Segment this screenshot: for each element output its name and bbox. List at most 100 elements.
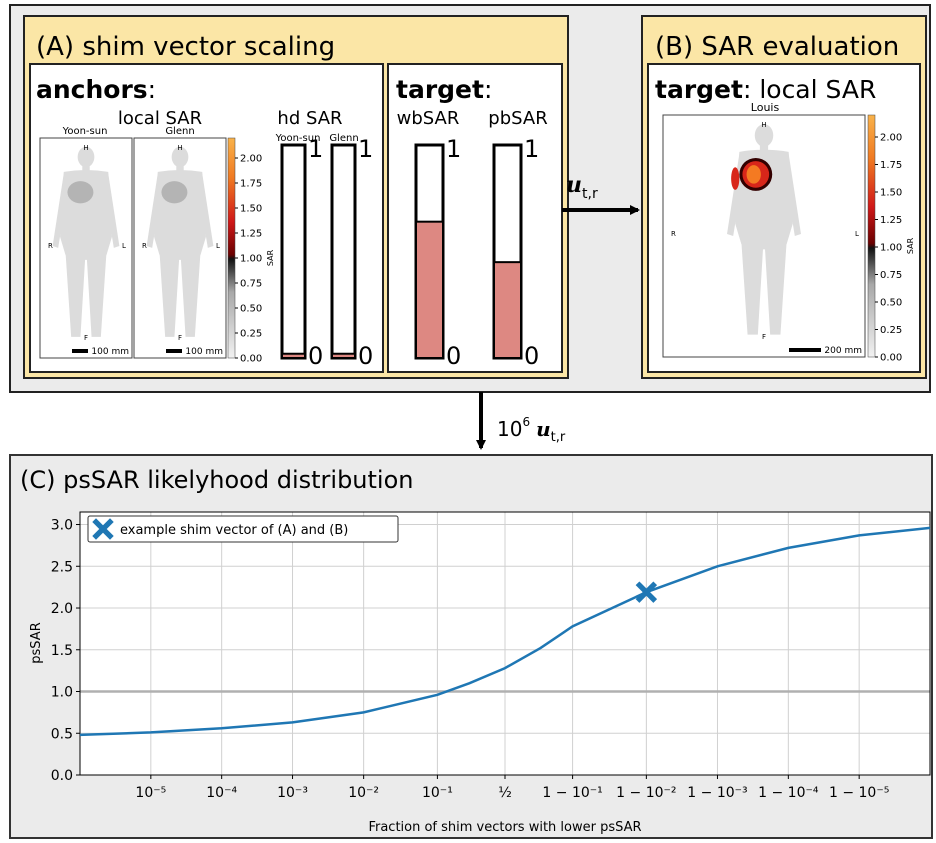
body-part xyxy=(198,173,214,248)
scale-bar xyxy=(789,348,821,352)
body-part xyxy=(731,167,740,190)
orient-right: R xyxy=(671,230,676,238)
x-tick-label: 1 − 10⁻⁵ xyxy=(829,785,889,801)
bar-tick-label: 0 xyxy=(524,342,539,370)
orient-right: R xyxy=(142,242,147,250)
scale-bar xyxy=(166,349,182,353)
subject-name: Yoon-sun xyxy=(62,126,108,137)
colorbar-tick-label: 1.00 xyxy=(880,243,902,254)
colorbar-tick-label: 0.50 xyxy=(880,298,902,309)
colorbar-tick-label: 0.50 xyxy=(240,304,262,315)
y-tick-label: 0.0 xyxy=(51,768,73,784)
colorbar-tick-label: 1.75 xyxy=(240,179,262,190)
orient-head: H xyxy=(177,144,182,152)
colorbar-tick-label: 0.00 xyxy=(880,353,902,364)
chart-title: (C) psSAR likelyhood distribution xyxy=(20,466,413,494)
orient-head: H xyxy=(761,121,766,129)
subject-name: Louis xyxy=(751,101,780,114)
body-part xyxy=(146,173,162,248)
body-silhouette xyxy=(727,124,801,335)
body-part xyxy=(171,146,189,168)
target-bar-name: wbSAR xyxy=(397,108,460,129)
panel-a-title: (A) shim vector scaling xyxy=(36,32,335,62)
target-heading: target: xyxy=(396,75,492,104)
bar-tick-label: 1 xyxy=(524,135,539,163)
orient-left: L xyxy=(122,242,126,250)
bar xyxy=(331,352,356,359)
body-part xyxy=(741,242,787,335)
panel-b-title: (B) SAR evaluation xyxy=(655,32,899,62)
colorbar-tick-label: 1.50 xyxy=(880,188,902,199)
orient-foot: F xyxy=(84,334,88,342)
colorbar xyxy=(227,137,236,359)
subject-name: Glenn xyxy=(165,126,194,137)
bar xyxy=(415,220,444,359)
body-silhouette xyxy=(52,146,120,337)
colorbar-tick-label: 1.25 xyxy=(880,215,902,226)
scale-label: 100 mm xyxy=(91,347,129,357)
x-tick-label: 10⁻⁴ xyxy=(206,785,237,801)
body-part xyxy=(784,153,801,237)
colorbar-tick-label: 1.00 xyxy=(240,254,262,265)
y-tick-label: 1.0 xyxy=(51,685,73,701)
bar-tick-label: 1 xyxy=(446,135,461,163)
colorbar-label: SAR xyxy=(906,237,915,254)
bar-tick-label: 0 xyxy=(446,342,461,370)
orient-left: L xyxy=(855,230,859,238)
scale-label: 200 mm xyxy=(824,346,862,356)
body-part xyxy=(77,146,95,168)
scale-bar xyxy=(72,349,88,353)
orient-left: L xyxy=(216,242,220,250)
y-tick-label: 2.5 xyxy=(51,559,73,575)
colorbar-tick-label: 0.75 xyxy=(240,279,262,290)
body-silhouette xyxy=(146,146,214,337)
bar-tick-label: 0 xyxy=(358,342,373,370)
x-tick-label: 1 − 10⁻³ xyxy=(687,785,747,801)
body-part xyxy=(759,143,769,152)
colorbar-tick-label: 0.75 xyxy=(880,270,902,281)
map-label: local SAR xyxy=(118,108,202,129)
x-tick-label: 1 − 10⁻⁴ xyxy=(758,785,819,801)
legend-label: example shim vector of (A) and (B) xyxy=(120,523,348,538)
x-tick-label: 10⁻⁵ xyxy=(135,785,166,801)
x-tick-label: 1 − 10⁻¹ xyxy=(542,785,602,801)
x-tick-label: 10⁻² xyxy=(348,785,379,801)
colorbar-tick-label: 1.50 xyxy=(240,204,262,215)
x-axis-label: Fraction of shim vectors with lower psSA… xyxy=(368,820,641,835)
plot-border xyxy=(79,511,931,776)
anchors-heading: anchors: xyxy=(36,75,156,104)
bar-tick-label: 0 xyxy=(308,342,323,370)
colorbar-tick-label: 1.75 xyxy=(880,160,902,171)
body-part xyxy=(746,165,761,184)
colorbar-tick-label: 0.00 xyxy=(240,354,262,365)
line-series xyxy=(79,526,931,737)
body-part xyxy=(104,173,120,248)
y-axis-label: psSAR xyxy=(29,622,44,663)
body-part xyxy=(67,181,94,204)
bar xyxy=(493,261,522,359)
colorbar xyxy=(867,114,876,358)
y-tick-label: 0.5 xyxy=(51,726,73,742)
arrow-down-label: 106 ut,r xyxy=(497,415,566,445)
body-part xyxy=(65,253,107,337)
x-tick-label: 10⁻³ xyxy=(277,785,308,801)
bar-frame xyxy=(330,143,357,360)
bar-tick-label: 1 xyxy=(308,135,323,163)
marker xyxy=(635,581,658,603)
hd-subject-name: Yoon-sun xyxy=(275,133,321,144)
panel-b-heading: target: local SAR xyxy=(655,75,876,104)
target-bar-name: pbSAR xyxy=(488,108,547,129)
body-part xyxy=(754,124,774,147)
x-tick-label: 10⁻¹ xyxy=(422,785,453,801)
colorbar-tick-label: 2.00 xyxy=(880,133,902,144)
orient-foot: F xyxy=(762,333,766,341)
colorbar-tick-label: 1.25 xyxy=(240,229,262,240)
arrow-right-label: ut,r xyxy=(566,172,598,202)
legend-box xyxy=(87,515,399,543)
y-tick-label: 1.5 xyxy=(51,643,73,659)
orient-right: R xyxy=(48,242,53,250)
colorbar-label: SAR xyxy=(266,249,275,266)
x-tick-label: ½ xyxy=(498,785,512,801)
orient-head: H xyxy=(83,144,88,152)
